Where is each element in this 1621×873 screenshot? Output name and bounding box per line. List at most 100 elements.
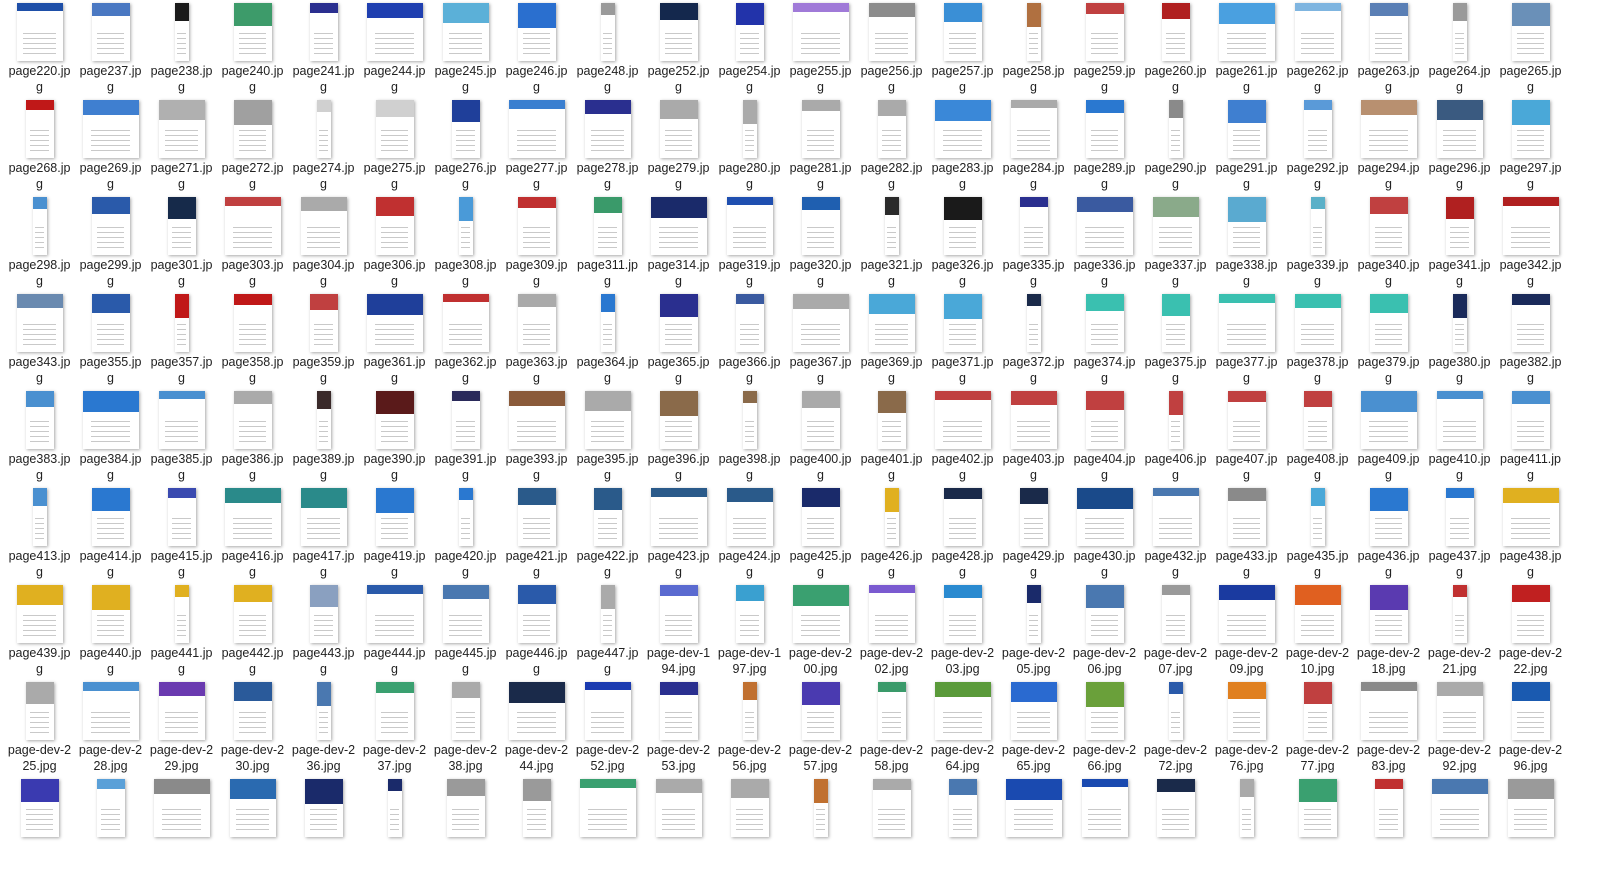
file-item[interactable]: page294.jpg: [1353, 97, 1424, 194]
file-item[interactable]: page220.jpg: [4, 0, 75, 97]
file-item[interactable]: page-dev-257.jpg: [785, 679, 856, 776]
file-item[interactable]: page240.jpg: [217, 0, 288, 97]
file-item[interactable]: page419.jpg: [359, 485, 430, 582]
file-item[interactable]: page395.jpg: [572, 388, 643, 485]
file-item[interactable]: page-dev-292.jpg: [1424, 679, 1495, 776]
file-item[interactable]: page319.jpg: [714, 194, 785, 291]
file-item[interactable]: page272.jpg: [217, 97, 288, 194]
file-item[interactable]: page-dev-202.jpg: [856, 582, 927, 679]
file-item[interactable]: page-dev-266.jpg: [1069, 679, 1140, 776]
file-item[interactable]: page400.jpg: [785, 388, 856, 485]
file-item[interactable]: page365.jpg: [643, 291, 714, 388]
file-item-partial[interactable]: [1211, 776, 1282, 873]
file-item[interactable]: page278.jpg: [572, 97, 643, 194]
file-item[interactable]: page284.jpg: [998, 97, 1069, 194]
file-item[interactable]: page410.jpg: [1424, 388, 1495, 485]
file-item[interactable]: page314.jpg: [643, 194, 714, 291]
file-item[interactable]: page275.jpg: [359, 97, 430, 194]
file-item[interactable]: page393.jpg: [501, 388, 572, 485]
file-item[interactable]: page440.jpg: [75, 582, 146, 679]
file-item[interactable]: page371.jpg: [927, 291, 998, 388]
file-item-partial[interactable]: [572, 776, 643, 873]
file-item[interactable]: page414.jpg: [75, 485, 146, 582]
file-item[interactable]: page245.jpg: [430, 0, 501, 97]
file-item[interactable]: page408.jpg: [1282, 388, 1353, 485]
file-item[interactable]: page364.jpg: [572, 291, 643, 388]
file-item[interactable]: page-dev-276.jpg: [1211, 679, 1282, 776]
file-item-partial[interactable]: [501, 776, 572, 873]
file-item[interactable]: page-dev-205.jpg: [998, 582, 1069, 679]
file-item-partial[interactable]: [856, 776, 927, 873]
file-item-partial[interactable]: [998, 776, 1069, 873]
file-item[interactable]: page338.jpg: [1211, 194, 1282, 291]
file-item[interactable]: page299.jpg: [75, 194, 146, 291]
file-item[interactable]: page444.jpg: [359, 582, 430, 679]
file-item[interactable]: page298.jpg: [4, 194, 75, 291]
file-item[interactable]: page306.jpg: [359, 194, 430, 291]
file-item[interactable]: page439.jpg: [4, 582, 75, 679]
file-item[interactable]: page246.jpg: [501, 0, 572, 97]
file-item[interactable]: page-dev-209.jpg: [1211, 582, 1282, 679]
file-item[interactable]: page355.jpg: [75, 291, 146, 388]
file-item-partial[interactable]: [430, 776, 501, 873]
file-item[interactable]: page415.jpg: [146, 485, 217, 582]
file-item[interactable]: page-dev-200.jpg: [785, 582, 856, 679]
file-item[interactable]: page363.jpg: [501, 291, 572, 388]
file-item[interactable]: page382.jpg: [1495, 291, 1566, 388]
file-item[interactable]: page244.jpg: [359, 0, 430, 97]
file-item-partial[interactable]: [1495, 776, 1566, 873]
file-item[interactable]: page262.jpg: [1282, 0, 1353, 97]
file-item[interactable]: page378.jpg: [1282, 291, 1353, 388]
file-item[interactable]: page280.jpg: [714, 97, 785, 194]
file-item[interactable]: page303.jpg: [217, 194, 288, 291]
file-item-partial[interactable]: [4, 776, 75, 873]
file-item[interactable]: page301.jpg: [146, 194, 217, 291]
file-item[interactable]: page377.jpg: [1211, 291, 1282, 388]
file-item[interactable]: page409.jpg: [1353, 388, 1424, 485]
file-item[interactable]: page447.jpg: [572, 582, 643, 679]
file-item[interactable]: page238.jpg: [146, 0, 217, 97]
file-item[interactable]: page391.jpg: [430, 388, 501, 485]
file-item[interactable]: page-dev-253.jpg: [643, 679, 714, 776]
file-item[interactable]: page248.jpg: [572, 0, 643, 97]
file-item[interactable]: page304.jpg: [288, 194, 359, 291]
file-item[interactable]: page277.jpg: [501, 97, 572, 194]
file-item[interactable]: page407.jpg: [1211, 388, 1282, 485]
file-item[interactable]: page416.jpg: [217, 485, 288, 582]
file-item[interactable]: page438.jpg: [1495, 485, 1566, 582]
file-item[interactable]: page359.jpg: [288, 291, 359, 388]
file-item-partial[interactable]: [75, 776, 146, 873]
file-item[interactable]: page291.jpg: [1211, 97, 1282, 194]
file-item[interactable]: page335.jpg: [998, 194, 1069, 291]
file-item[interactable]: page252.jpg: [643, 0, 714, 97]
file-item[interactable]: page-dev-283.jpg: [1353, 679, 1424, 776]
file-item[interactable]: page380.jpg: [1424, 291, 1495, 388]
file-item[interactable]: page265.jpg: [1495, 0, 1566, 97]
file-item[interactable]: page398.jpg: [714, 388, 785, 485]
file-item-partial[interactable]: [1069, 776, 1140, 873]
file-item[interactable]: page-dev-210.jpg: [1282, 582, 1353, 679]
file-item[interactable]: page362.jpg: [430, 291, 501, 388]
file-item[interactable]: page-dev-225.jpg: [4, 679, 75, 776]
file-item[interactable]: page343.jpg: [4, 291, 75, 388]
file-item[interactable]: page428.jpg: [927, 485, 998, 582]
file-item[interactable]: page336.jpg: [1069, 194, 1140, 291]
file-item[interactable]: page311.jpg: [572, 194, 643, 291]
file-item[interactable]: page279.jpg: [643, 97, 714, 194]
file-item[interactable]: page241.jpg: [288, 0, 359, 97]
file-item[interactable]: page421.jpg: [501, 485, 572, 582]
file-item[interactable]: page340.jpg: [1353, 194, 1424, 291]
file-item[interactable]: page289.jpg: [1069, 97, 1140, 194]
file-item[interactable]: page-dev-206.jpg: [1069, 582, 1140, 679]
file-item[interactable]: page-dev-256.jpg: [714, 679, 785, 776]
file-item[interactable]: page-dev-244.jpg: [501, 679, 572, 776]
file-item[interactable]: page342.jpg: [1495, 194, 1566, 291]
file-item[interactable]: page276.jpg: [430, 97, 501, 194]
file-item[interactable]: page390.jpg: [359, 388, 430, 485]
file-item[interactable]: page297.jpg: [1495, 97, 1566, 194]
file-item[interactable]: page337.jpg: [1140, 194, 1211, 291]
file-item[interactable]: page403.jpg: [998, 388, 1069, 485]
file-item-partial[interactable]: [1140, 776, 1211, 873]
file-item[interactable]: page-dev-230.jpg: [217, 679, 288, 776]
file-item[interactable]: page404.jpg: [1069, 388, 1140, 485]
